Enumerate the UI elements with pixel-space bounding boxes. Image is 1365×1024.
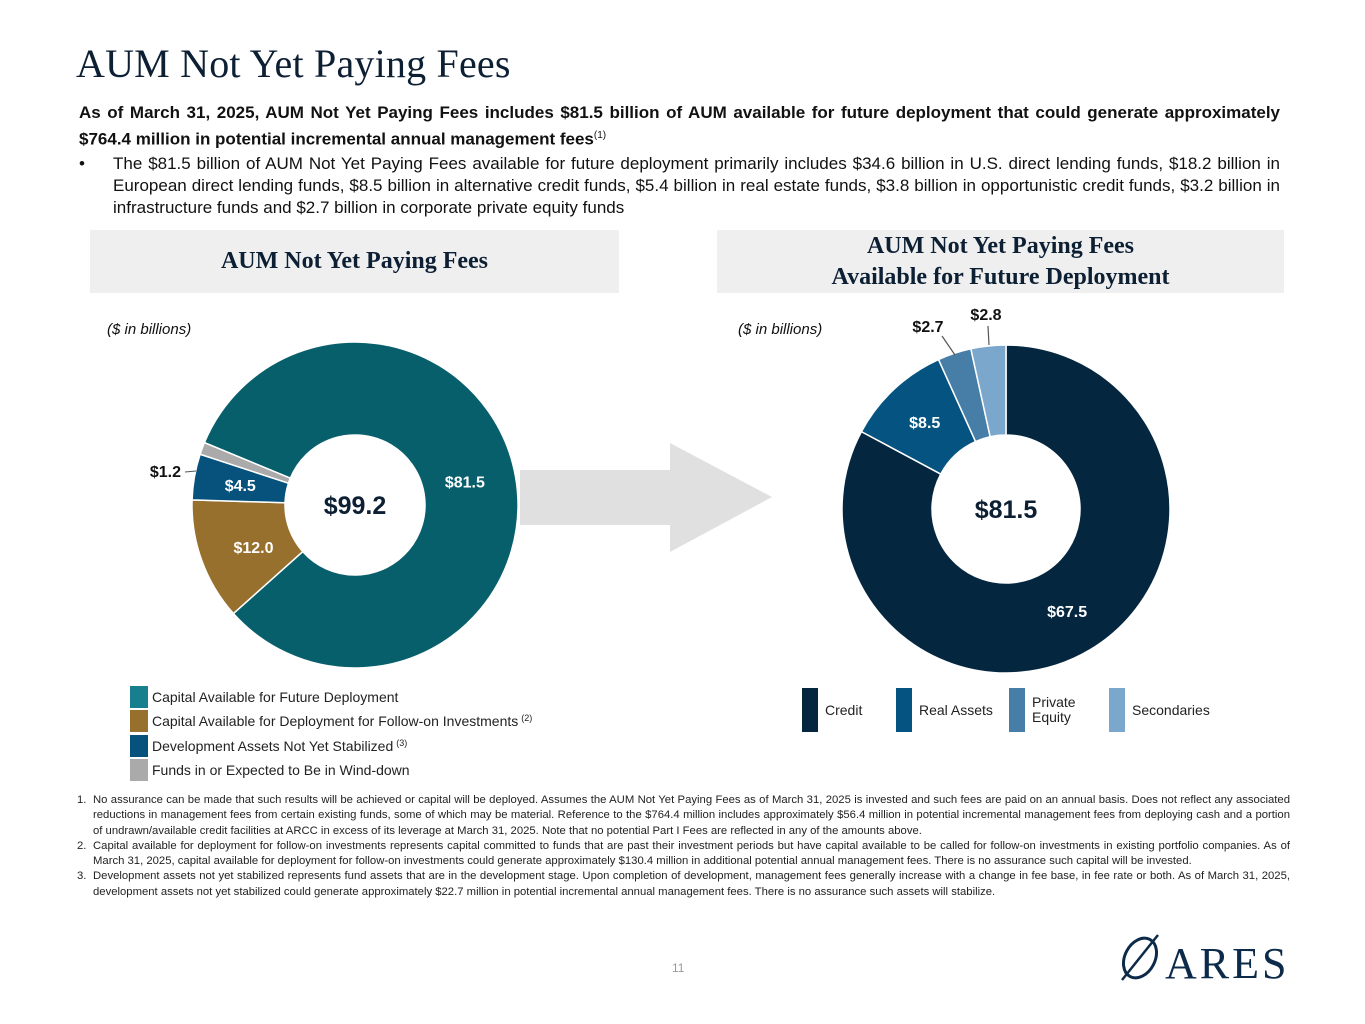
data-label-credit: $67.5 <box>1047 604 1087 621</box>
right-panel-title-line2: Available for Future Deployment <box>831 263 1170 290</box>
donut-chart-left: $99.2 $81.5 $12.0 $4.5 $1.2 <box>150 341 519 669</box>
footnote-2: 2. Capital available for deployment for f… <box>77 839 1290 870</box>
legend-label: Secondaries <box>1132 701 1210 718</box>
legend-label: Capital Available for Future Deployment <box>152 689 399 705</box>
footnote-1: 1. No assurance can be made that such res… <box>77 793 1290 839</box>
legend-label: Capital Available for Deployment for Fol… <box>152 713 519 730</box>
footnote-number: 3. <box>77 870 87 883</box>
legend-swatch <box>896 688 912 732</box>
bullet-symbol: • <box>79 154 85 173</box>
leader-line-wind-down <box>184 470 197 473</box>
footnote-number: 1. <box>77 794 87 806</box>
data-label-capital-available-for-deployment-for-follow-on-investments: $12.0 <box>233 540 273 557</box>
footnote-text: No assurance can be made that such resul… <box>93 794 1290 837</box>
legend-item-private-equity: Private Equity <box>1009 688 1076 732</box>
legend-swatch <box>1109 688 1125 732</box>
data-label-real-assets: $8.5 <box>909 415 940 432</box>
legend-label: Credit <box>825 701 863 718</box>
legend-item-funds-in-or-expected-to-be-in-wind-down: Funds in or Expected to Be in Wind-down <box>130 758 410 781</box>
legend-swatch <box>802 688 818 732</box>
center-total-label: $99.2 <box>324 492 387 520</box>
slice-credit <box>841 344 1171 674</box>
headline: As of March 31, 2025, AUM Not Yet Paying… <box>79 101 1280 151</box>
flow-arrow <box>520 443 772 552</box>
slice-secondaries <box>969 344 1007 438</box>
legend-item-capital-available-for-deployment-for-follow-on-investments: Capital Available for Deployment for Fol… <box>130 710 533 733</box>
ares-logo: ARES <box>1118 930 1286 989</box>
ares-emblem-icon <box>1121 934 1159 981</box>
left-panel-header: AUM Not Yet Paying Fees <box>90 230 619 293</box>
page-title: AUM Not Yet Paying Fees <box>76 41 511 86</box>
donut-chart-right: $81.5 $67.5 $8.5 $2.7 $2.8 <box>841 307 1171 674</box>
headline-footnote: (1) <box>593 130 607 141</box>
footnote-3: 3. Development assets not yet stabilized … <box>77 869 1290 900</box>
legend-item-real-assets: Real Assets <box>896 688 993 732</box>
footnote-text: Capital available for deployment for fol… <box>93 839 1290 868</box>
bullet-point: • The $81.5 billion of AUM Not Yet Payin… <box>79 153 1280 219</box>
right-panel-header: AUM Not Yet Paying Fees Available for Fu… <box>717 230 1284 293</box>
footnote-text: Development assets not yet stabilized re… <box>93 870 1290 898</box>
leader-line-private-equity <box>941 335 956 356</box>
legend-swatch <box>130 758 148 781</box>
legend-footnote: (3) <box>396 737 408 748</box>
slice-funds-in-or-expected-to-be-in-wind-down <box>199 441 292 485</box>
center-total-label: $81.5 <box>975 496 1038 524</box>
data-label-development-assets-not-yet-stabilized: $4.5 <box>225 478 256 495</box>
slice-capital-available-for-future-deployment <box>203 341 519 669</box>
legend-item-capital-available-for-future-deployment: Capital Available for Future Deployment <box>130 686 398 708</box>
legend-item-credit: Credit <box>802 688 862 732</box>
data-label-private-equity: $2.7 <box>912 319 943 336</box>
legend-label: Development Assets Not Yet Stabilized <box>152 737 394 754</box>
legend-label: Funds in or Expected to Be in Wind-down <box>152 761 410 778</box>
left-unit-label: ($ in billions) <box>107 321 192 338</box>
legend-label: Private Equity <box>1032 694 1076 725</box>
data-label-capital-available-for-future-deployment: $81.5 <box>445 475 485 492</box>
right-unit-label: ($ in billions) <box>738 321 823 338</box>
legend-footnote: (2) <box>521 713 533 724</box>
right-panel-title-line1: AUM Not Yet Paying Fees <box>866 232 1135 259</box>
legend-swatch <box>1009 688 1025 732</box>
legend-label: Real Assets <box>919 701 993 718</box>
chart-leaders <box>184 325 990 473</box>
legend-item-secondaries: Secondaries <box>1109 688 1210 732</box>
logo-text: ARES <box>1165 939 1290 988</box>
legend-item-development-assets-not-yet-stabilized: Development Assets Not Yet Stabilized (3) <box>130 734 408 757</box>
legend-swatch <box>130 686 148 708</box>
footnotes: 1. No assurance can be made that such res… <box>77 793 1290 900</box>
charts-svg: $99.2 $81.5 $12.0 $4.5 $1.2 $81.5 $67.5 $8.5 $2… <box>150 307 1171 674</box>
page-number: 11 <box>672 961 685 975</box>
leader-line-secondaries <box>987 325 990 346</box>
bullet-text: The $81.5 billion of AUM Not Yet Paying … <box>113 154 1280 217</box>
legend-swatch <box>130 734 148 757</box>
data-label-funds-in-or-expected-to-be-in-wind-down: $1.2 <box>150 464 181 481</box>
headline-text: As of March 31, 2025, AUM Not Yet Paying… <box>79 103 1280 149</box>
footnote-number: 2. <box>77 839 87 852</box>
legend-swatch <box>130 710 148 733</box>
data-label-secondaries: $2.8 <box>970 307 1001 324</box>
left-panel-title: AUM Not Yet Paying Fees <box>220 248 489 274</box>
